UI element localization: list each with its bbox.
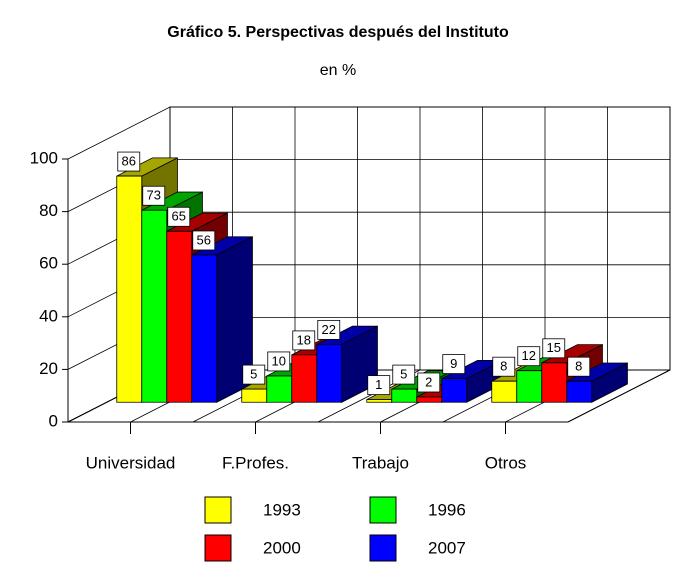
value-label: 73: [147, 188, 161, 203]
value-label: 12: [522, 348, 536, 363]
y-tick-label: 80: [39, 201, 58, 220]
value-label-box: [242, 364, 266, 385]
legend-swatch: [204, 534, 232, 562]
grid-line: [67, 106, 670, 160]
legend-swatch: [369, 534, 397, 562]
value-label-box: [492, 356, 516, 377]
value-label: 22: [322, 322, 336, 337]
bar-front: [266, 375, 293, 403]
value-label-box: [167, 206, 191, 227]
value-label-box: [442, 354, 466, 374]
value-label: 2: [425, 374, 432, 389]
x-tick-label: Otros: [485, 453, 527, 472]
value-label-box: [367, 375, 391, 396]
value-label-box: [267, 351, 291, 372]
legend-label: 2000: [263, 538, 301, 557]
bar: [566, 362, 628, 403]
bar-front: [191, 254, 218, 403]
y-tick-label: 100: [30, 148, 58, 167]
value-label: 15: [547, 340, 561, 355]
value-label-box: [292, 330, 316, 351]
chart-title: Gráfico 5. Perspectivas después del Inst…: [167, 24, 509, 41]
value-label: 1: [375, 377, 382, 392]
value-label-box: [192, 230, 216, 251]
y-tick-label: 60: [39, 254, 58, 273]
y-tick-label: 0: [49, 411, 58, 430]
bar-front: [391, 388, 418, 403]
x-tick-label: Trabajo: [352, 453, 409, 472]
legend-swatch: [204, 496, 232, 524]
value-label: 56: [197, 232, 211, 247]
bar-front: [166, 230, 193, 403]
bar-front: [316, 343, 343, 403]
value-label-box: [317, 319, 341, 340]
bar-front: [116, 175, 143, 403]
bar-front: [291, 354, 318, 403]
value-label: 18: [297, 332, 311, 347]
bar-front: [541, 362, 568, 403]
value-label: 86: [122, 153, 136, 168]
bar-front: [566, 380, 593, 403]
value-label-box: [417, 372, 441, 393]
bar-front: [441, 378, 468, 403]
y-tick-label: 40: [39, 306, 58, 325]
chart-subtitle: en %: [320, 62, 356, 79]
value-label: 9: [450, 356, 457, 371]
floor-grid: [567, 369, 671, 423]
value-label: 10: [272, 353, 286, 368]
value-label-box: [117, 151, 141, 172]
bar-front: [141, 209, 168, 403]
value-label: 5: [250, 367, 257, 382]
legend-label: 1996: [428, 500, 466, 519]
bar-front: [366, 399, 393, 403]
value-label-box: [392, 364, 416, 385]
bar-front: [416, 396, 443, 403]
legend-label: 1993: [263, 500, 301, 519]
y-tick-label: 20: [39, 359, 58, 378]
legend-label: 2007: [428, 538, 466, 557]
value-label-box: [517, 346, 541, 367]
value-label-box: [567, 356, 591, 377]
bar: [316, 325, 378, 403]
value-label-box: [542, 338, 566, 359]
value-label-box: [142, 185, 166, 206]
bar: [191, 236, 253, 403]
bar-front: [491, 380, 518, 403]
value-label: 5: [400, 367, 407, 382]
bar-front: [516, 370, 543, 403]
value-label: 8: [500, 359, 507, 374]
x-tick-label: F.Profes.: [222, 453, 289, 472]
bar-front: [241, 388, 268, 403]
value-label: 65: [172, 209, 186, 224]
x-tick-label: Universidad: [86, 453, 176, 472]
value-label: 8: [575, 359, 582, 374]
legend-swatch: [369, 496, 397, 524]
